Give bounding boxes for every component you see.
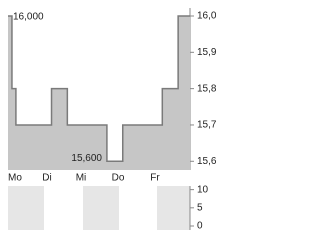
chart: 16,0 15,9 15,8 15,7 15,6 Mo Di Mi Do Fr 16,000 15,6… xyxy=(8,8,217,232)
y-tick-label: 15,8 xyxy=(197,83,217,94)
day-band xyxy=(83,186,119,230)
y-tick-label: 15,6 xyxy=(197,156,217,167)
x-tick-label: Do xyxy=(112,173,125,184)
volume-tick-label: 0 xyxy=(197,221,203,232)
volume-tick-label: 5 xyxy=(197,202,203,213)
x-tick-label: Di xyxy=(42,173,51,184)
day-band xyxy=(157,186,190,230)
x-tick-label: Mo xyxy=(8,173,22,184)
y-tick-label: 15,7 xyxy=(197,120,217,131)
x-tick-label: Mi xyxy=(76,173,87,184)
volume-bands xyxy=(8,186,190,230)
price-area xyxy=(8,15,190,171)
volume-tick-label: 10 xyxy=(197,184,209,195)
y-tick-label: 16,0 xyxy=(197,11,217,22)
price-line xyxy=(8,15,190,163)
max-label: 16,000 xyxy=(13,12,44,23)
x-tick-label: Fr xyxy=(150,173,160,184)
min-label: 15,600 xyxy=(71,153,102,164)
y-tick-label: 15,9 xyxy=(197,47,217,58)
day-band xyxy=(8,186,44,230)
